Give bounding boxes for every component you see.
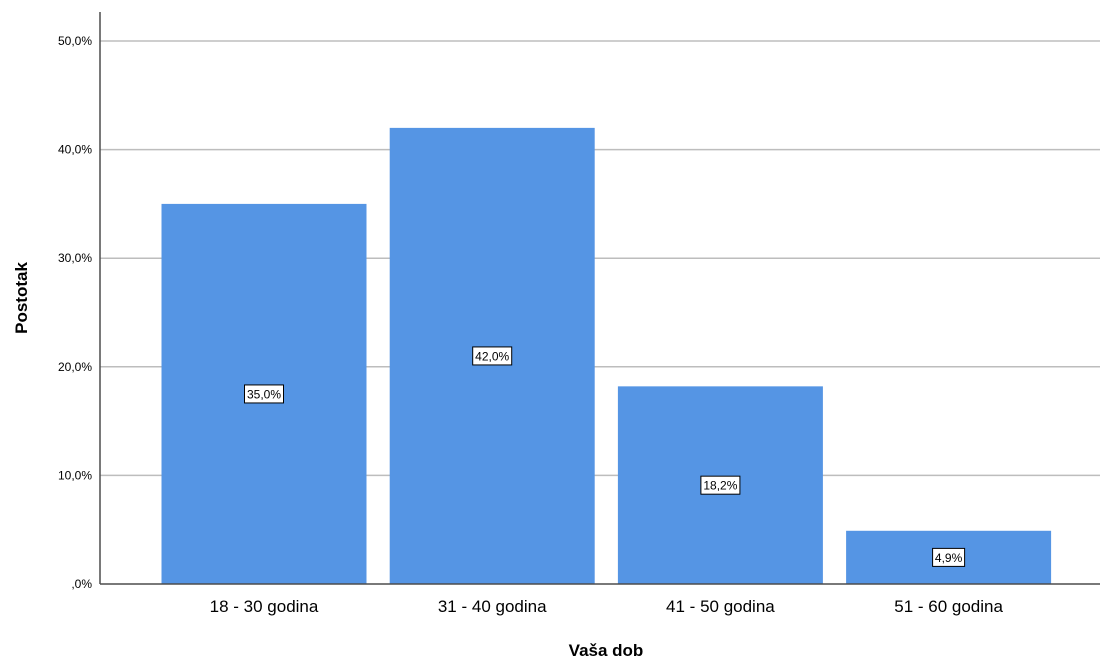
x-tick-label: 41 - 50 godina [666, 597, 775, 616]
y-tick-label: ,0% [71, 577, 92, 591]
data-label-box [472, 346, 513, 366]
y-axis-title: Postotak [12, 262, 31, 334]
y-tick-label: 20,0% [58, 360, 92, 374]
data-label-box [700, 475, 741, 495]
axes [99, 12, 1100, 585]
y-tick-label: 40,0% [58, 143, 92, 157]
y-tick-labels: ,0% 10,0% 20,0% 30,0% 40,0% 50,0% [58, 34, 92, 591]
data-label: 42,0% [475, 349, 509, 363]
data-labels: 35,0% 42,0% 18,2% 4,9% [244, 346, 966, 567]
x-axis-title: Vaša dob [569, 641, 644, 659]
x-tick-label: 31 - 40 godina [438, 597, 547, 616]
y-tick-label: 50,0% [58, 34, 92, 48]
data-label-box [244, 384, 284, 404]
x-tick-label: 18 - 30 godina [210, 597, 319, 616]
y-tick-label: 30,0% [58, 251, 92, 265]
data-label: 4,9% [935, 551, 963, 565]
data-label: 18,2% [703, 479, 737, 493]
y-tick-label: 10,0% [58, 468, 92, 482]
data-label: 35,0% [247, 387, 281, 401]
bars [161, 127, 1052, 584]
data-label-box [932, 547, 966, 567]
x-tick-labels: 18 - 30 godina 31 - 40 godina 41 - 50 godi… [210, 597, 1004, 616]
x-tick-label: 51 - 60 godina [894, 597, 1003, 616]
